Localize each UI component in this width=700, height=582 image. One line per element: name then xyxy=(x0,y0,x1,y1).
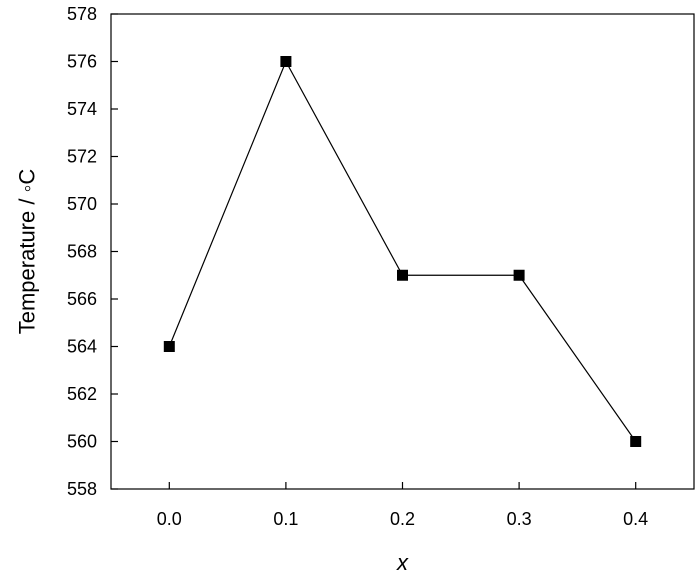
x-axis-ticks: 0.0 0.1 0.2 0.3 0.4 xyxy=(157,482,648,529)
x-axis-title: x xyxy=(396,550,409,575)
data-point xyxy=(513,269,525,281)
series-layer xyxy=(163,56,642,447)
y-tick-label: 568 xyxy=(67,242,97,262)
x-tick-label: 0.0 xyxy=(157,509,182,529)
x-tick-label: 0.3 xyxy=(507,509,532,529)
y-tick-label: 572 xyxy=(67,147,97,167)
y-tick-label: 562 xyxy=(67,384,97,404)
y-tick-label: 564 xyxy=(67,337,97,357)
y-tick-label: 566 xyxy=(67,289,97,309)
data-point xyxy=(630,436,642,447)
y-tick-label: 570 xyxy=(67,194,97,214)
y-tick-label: 560 xyxy=(67,432,97,452)
x-tick-label: 0.4 xyxy=(623,509,648,529)
y-tick-label: 574 xyxy=(67,99,97,119)
x-tick-label: 0.1 xyxy=(273,509,298,529)
y-tick-label: 558 xyxy=(67,479,97,499)
plot-frame xyxy=(110,13,695,490)
y-axis-title: Temperature / ◦C xyxy=(15,169,40,335)
series-line xyxy=(168,60,637,442)
data-point xyxy=(163,341,175,352)
y-tick-label: 576 xyxy=(67,52,97,72)
y-tick-label: 578 xyxy=(67,4,97,24)
x-tick-label: 0.2 xyxy=(390,509,415,529)
data-point xyxy=(280,56,292,67)
y-axis-ticks: 558 560 562 564 566 568 570 572 574 576 578 xyxy=(67,4,118,499)
data-point xyxy=(397,269,408,281)
